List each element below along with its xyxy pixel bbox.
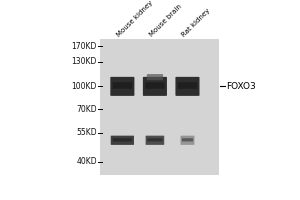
FancyBboxPatch shape xyxy=(181,136,194,145)
FancyBboxPatch shape xyxy=(147,74,163,80)
FancyBboxPatch shape xyxy=(113,138,132,141)
Text: Mouse kidney: Mouse kidney xyxy=(116,0,154,38)
Text: 40KD: 40KD xyxy=(76,157,97,166)
FancyBboxPatch shape xyxy=(112,82,132,89)
FancyBboxPatch shape xyxy=(176,77,200,96)
Text: 70KD: 70KD xyxy=(76,105,97,114)
Text: FOXO3: FOXO3 xyxy=(226,82,256,91)
FancyBboxPatch shape xyxy=(182,138,193,141)
FancyBboxPatch shape xyxy=(143,77,167,96)
FancyBboxPatch shape xyxy=(146,136,164,145)
Text: Rat kidney: Rat kidney xyxy=(181,7,212,38)
FancyBboxPatch shape xyxy=(147,138,163,141)
Text: 130KD: 130KD xyxy=(71,57,97,66)
FancyBboxPatch shape xyxy=(145,82,165,89)
Text: 100KD: 100KD xyxy=(71,82,97,91)
FancyBboxPatch shape xyxy=(178,82,197,89)
Text: Mouse brain: Mouse brain xyxy=(148,3,183,38)
Text: 170KD: 170KD xyxy=(71,42,97,51)
FancyBboxPatch shape xyxy=(110,77,134,96)
Text: 55KD: 55KD xyxy=(76,128,97,137)
Bar xyxy=(100,39,219,175)
FancyBboxPatch shape xyxy=(111,136,134,145)
